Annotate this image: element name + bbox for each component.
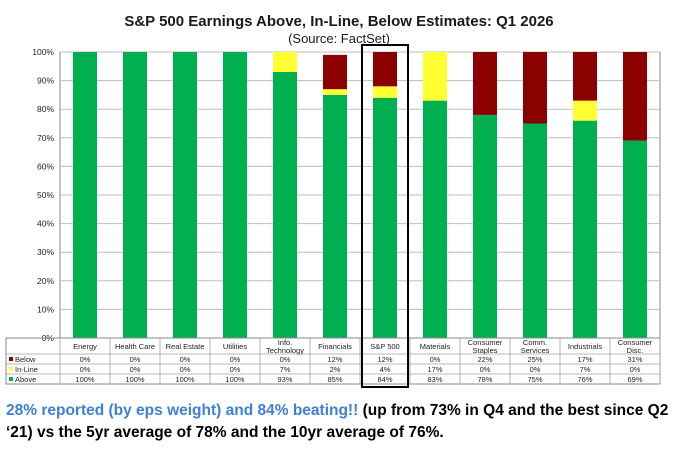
- data-label: 0%: [130, 355, 141, 364]
- y-tick-label: 100%: [32, 47, 54, 57]
- data-label: 0%: [480, 365, 491, 374]
- legend-swatch: [9, 367, 13, 371]
- bars: [73, 52, 647, 339]
- y-tick-label: 20%: [37, 276, 54, 286]
- y-tick-label: 50%: [37, 190, 54, 200]
- data-label: 0%: [80, 355, 91, 364]
- data-label: 83%: [427, 375, 442, 384]
- data-label: 0%: [230, 365, 241, 374]
- category-label: Materials: [420, 342, 451, 351]
- bar-above: [473, 114, 497, 338]
- data-label: 100%: [225, 375, 245, 384]
- data-label: 100%: [175, 375, 195, 384]
- data-label: 100%: [125, 375, 145, 384]
- data-label: 17%: [577, 355, 592, 364]
- bar-below: [573, 52, 597, 101]
- bar-below: [373, 52, 397, 87]
- bar-below: [323, 54, 347, 90]
- data-table: Energy Health Care Real Estate Utilities Inf…: [5, 44, 661, 388]
- data-label: 0%: [80, 365, 91, 374]
- caption-highlight: 28% reported (by eps weight) and 84% bea…: [6, 402, 359, 419]
- data-label: 93%: [277, 375, 292, 384]
- y-tick-label: 90%: [37, 76, 54, 86]
- category-label: Consumer Staples: [468, 338, 503, 355]
- data-label: 0%: [280, 355, 291, 364]
- caption-text: (up from 73% in Q4 and the best since Q2…: [6, 402, 669, 441]
- bar-above: [273, 72, 297, 339]
- y-tick-label: 40%: [37, 219, 54, 229]
- legend-label: In-Line: [15, 365, 38, 374]
- bar-above: [323, 94, 347, 339]
- bar-in-line: [573, 100, 597, 121]
- y-tick-label: 30%: [37, 247, 54, 257]
- bar-above: [73, 52, 97, 338]
- bar-in-line: [273, 52, 297, 73]
- legend-swatch: [9, 377, 13, 381]
- bar-above: [623, 140, 647, 338]
- category-label: Health Care: [115, 342, 155, 351]
- bar-above: [123, 52, 147, 338]
- category-label: Utilities: [223, 342, 247, 351]
- data-label: 17%: [427, 365, 442, 374]
- data-label: 12%: [327, 355, 342, 364]
- y-tick-label: 70%: [37, 133, 54, 143]
- category-label: Real Estate: [166, 342, 205, 351]
- category-label: Energy: [73, 342, 97, 351]
- data-label: 0%: [130, 365, 141, 374]
- data-label: 4%: [380, 365, 391, 374]
- chart: S&P 500 Earnings Above, In-Line, Below E…: [5, 13, 661, 388]
- legend-swatch: [9, 357, 13, 361]
- highlight-box: [361, 44, 409, 388]
- data-label: 0%: [180, 365, 191, 374]
- y-tick-label: 10%: [37, 304, 54, 314]
- bar-below: [473, 52, 497, 115]
- category-label: Consumer Disc.: [618, 338, 653, 355]
- chart-title: S&P 500 Earnings Above, In-Line, Below E…: [124, 13, 553, 30]
- data-label: 22%: [477, 355, 492, 364]
- data-label: 25%: [527, 355, 542, 364]
- data-label: 12%: [377, 355, 392, 364]
- chart-svg: S&P 500 Earnings Above, In-Line, Below E…: [5, 13, 661, 388]
- bar-above: [373, 97, 397, 338]
- data-label: 0%: [430, 355, 441, 364]
- bar-above: [573, 120, 597, 338]
- bar-above: [173, 52, 197, 338]
- bar-in-line: [373, 86, 397, 98]
- y-tick-label: 80%: [37, 104, 54, 114]
- chart-subtitle: (Source: FactSet): [288, 31, 390, 46]
- bar-above: [223, 52, 247, 338]
- data-label: 78%: [477, 375, 492, 384]
- category-label: Financials: [318, 342, 352, 351]
- y-tick-label: 60%: [37, 161, 54, 171]
- bar-below: [623, 52, 647, 141]
- category-label: S&P 500: [370, 342, 399, 351]
- data-label: 7%: [580, 365, 591, 374]
- data-label: 76%: [577, 375, 592, 384]
- data-label: 100%: [75, 375, 95, 384]
- data-label: 69%: [627, 375, 642, 384]
- data-label: 0%: [180, 355, 191, 364]
- category-label: Info. Technology: [266, 338, 304, 355]
- data-label: 2%: [330, 365, 341, 374]
- data-label: 0%: [530, 365, 541, 374]
- bar-above: [523, 123, 547, 338]
- data-label: 84%: [377, 375, 392, 384]
- bar-below: [523, 52, 547, 124]
- data-label: 0%: [230, 355, 241, 364]
- bar-above: [423, 100, 447, 339]
- legend-label: Above: [15, 375, 36, 384]
- data-label: 0%: [630, 365, 641, 374]
- legend-label: Below: [15, 355, 36, 364]
- caption: 28% reported (by eps weight) and 84% bea…: [6, 400, 674, 444]
- bar-in-line: [323, 89, 347, 95]
- bar-in-line: [423, 52, 447, 101]
- data-label: 75%: [527, 375, 542, 384]
- data-label: 7%: [280, 365, 291, 374]
- data-label: 31%: [627, 355, 642, 364]
- data-label: 85%: [327, 375, 342, 384]
- category-label: Comm. Services: [521, 338, 550, 355]
- category-label: Industrials: [568, 342, 602, 351]
